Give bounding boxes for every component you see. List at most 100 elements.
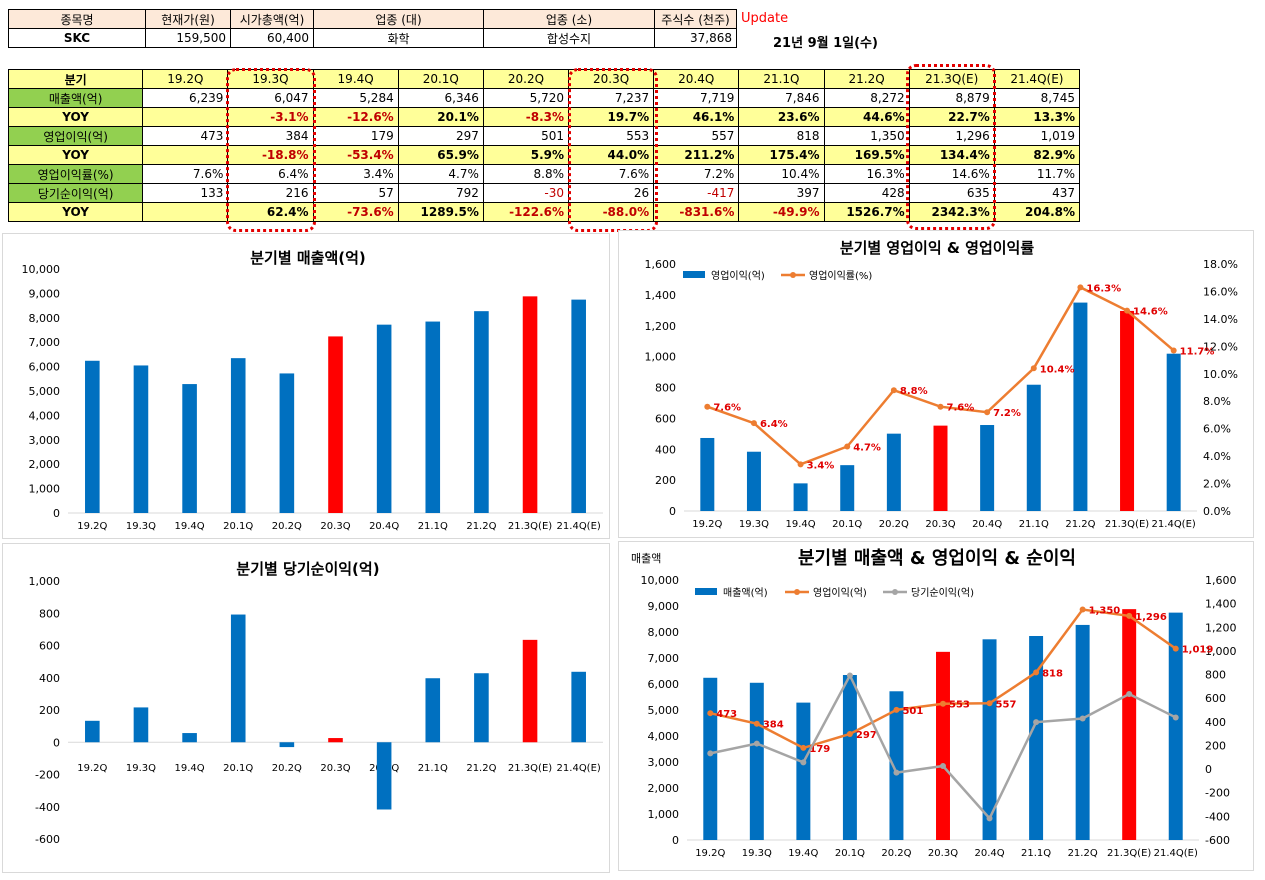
table-cell[interactable]: 134.4% — [908, 145, 995, 165]
table-cell[interactable]: 1,019 — [993, 126, 1081, 146]
table-cell[interactable]: 133 — [142, 183, 229, 203]
table-cell[interactable]: 397 — [738, 183, 825, 203]
table-cell[interactable]: 8,879 — [908, 88, 995, 108]
table-cell[interactable] — [142, 107, 229, 127]
table-cell[interactable]: -73.6% — [312, 202, 399, 222]
table-cell[interactable]: 7,846 — [738, 88, 825, 108]
table-cell[interactable]: 792 — [397, 183, 484, 203]
table-cell[interactable]: -8.3% — [482, 107, 570, 127]
table-cell[interactable]: 13.3% — [993, 107, 1081, 127]
table-cell[interactable]: -831.6% — [653, 202, 740, 222]
table-cell[interactable]: 19.7% — [568, 107, 655, 127]
table-cell[interactable]: 20.1% — [397, 107, 484, 127]
quarter-header-cell[interactable]: 21.1Q — [738, 69, 825, 89]
table-cell[interactable]: 26 — [568, 183, 655, 203]
info-header-cell[interactable]: 주식수 (천주) — [654, 9, 737, 29]
table-cell[interactable]: 175.4% — [738, 145, 825, 165]
table-cell[interactable]: -122.6% — [482, 202, 570, 222]
yoy-row: YOY 62.4% -73.6% 1289.5% -122.6% -88.0% -831.6… — [7, 202, 1081, 222]
table-cell[interactable]: 501 — [482, 126, 570, 146]
table-cell[interactable]: 44.6% — [823, 107, 910, 127]
table-cell[interactable]: 211.2% — [653, 145, 740, 165]
table-cell[interactable]: 6,346 — [397, 88, 484, 108]
table-cell[interactable]: 5,284 — [312, 88, 399, 108]
table-cell[interactable]: -49.9% — [738, 202, 825, 222]
line-point — [937, 403, 944, 410]
table-cell[interactable] — [142, 145, 229, 165]
table-cell[interactable]: 65.9% — [397, 145, 484, 165]
row-label-cell[interactable]: 영업이익(억) — [7, 126, 144, 146]
table-cell[interactable]: 5.9% — [482, 145, 570, 165]
table-cell[interactable]: 473 — [142, 126, 229, 146]
table-cell[interactable]: -53.4% — [312, 145, 399, 165]
info-value-cell[interactable]: 합성수지 — [483, 28, 655, 48]
row-label-cell[interactable]: YOY — [7, 107, 144, 127]
info-value-cell[interactable]: 159,500 — [145, 28, 231, 48]
table-cell[interactable]: 5,720 — [482, 88, 570, 108]
info-value-cell[interactable]: SKC — [8, 28, 146, 48]
row-label-cell[interactable]: 영업이익률(%) — [7, 164, 144, 184]
table-cell[interactable]: 437 — [993, 183, 1081, 203]
quarter-header-cell[interactable]: 21.3Q(E) — [908, 69, 995, 89]
table-cell[interactable]: 3.4% — [312, 164, 399, 184]
bar — [1026, 384, 1041, 511]
table-cell[interactable]: 2342.3% — [908, 202, 995, 222]
quarter-header-cell[interactable]: 20.2Q — [482, 69, 570, 89]
table-cell[interactable]: 7,719 — [653, 88, 740, 108]
row-label-cell[interactable]: 당기순이익(억) — [7, 183, 144, 203]
table-cell[interactable]: 169.5% — [823, 145, 910, 165]
table-cell[interactable]: 204.8% — [993, 202, 1081, 222]
table-cell[interactable]: 16.3% — [823, 164, 910, 184]
table-cell[interactable]: -30 — [482, 183, 570, 203]
table-cell[interactable]: -12.6% — [312, 107, 399, 127]
quarter-header-cell[interactable]: 19.2Q — [142, 69, 229, 89]
row-label-cell[interactable]: 매출액(억) — [7, 88, 144, 108]
table-cell[interactable]: 1526.7% — [823, 202, 910, 222]
info-value-cell[interactable]: 60,400 — [230, 28, 314, 48]
info-header-cell[interactable]: 시가총액(억) — [230, 9, 314, 29]
table-cell[interactable]: 8.8% — [482, 164, 570, 184]
quarter-header-cell[interactable]: 21.2Q — [823, 69, 910, 89]
table-cell[interactable]: 62.4% — [227, 202, 314, 222]
quarter-header-cell[interactable]: 19.3Q — [227, 69, 314, 89]
row-label-cell[interactable]: YOY — [7, 145, 144, 165]
info-value-cell[interactable]: 화학 — [313, 28, 484, 48]
table-cell[interactable]: 82.9% — [993, 145, 1081, 165]
table-cell[interactable]: 1289.5% — [397, 202, 484, 222]
quarter-header-cell[interactable]: 21.4Q(E) — [993, 69, 1081, 89]
table-cell[interactable]: 557 — [653, 126, 740, 146]
table-cell[interactable] — [142, 202, 229, 222]
table-cell[interactable]: -88.0% — [568, 202, 655, 222]
info-header-cell[interactable]: 종목명 — [8, 9, 146, 29]
quarter-header-cell[interactable]: 19.4Q — [312, 69, 399, 89]
table-cell[interactable]: 1,350 — [823, 126, 910, 146]
table-cell[interactable]: -18.8% — [227, 145, 314, 165]
table-cell[interactable]: 428 — [823, 183, 910, 203]
table-cell[interactable]: 7.6% — [142, 164, 229, 184]
table-cell[interactable]: 297 — [397, 126, 484, 146]
table-cell[interactable]: 23.6% — [738, 107, 825, 127]
table-cell[interactable]: 7.2% — [653, 164, 740, 184]
info-value-cell[interactable]: 37,868 — [654, 28, 737, 48]
table-cell[interactable]: 8,745 — [993, 88, 1081, 108]
table-cell[interactable]: 6.4% — [227, 164, 314, 184]
table-cell[interactable]: 6,239 — [142, 88, 229, 108]
info-header-cell[interactable]: 현재가(원) — [145, 9, 231, 29]
table-cell[interactable]: 57 — [312, 183, 399, 203]
table-cell[interactable]: 4.7% — [397, 164, 484, 184]
row-label-cell[interactable]: 분기 — [7, 69, 144, 89]
quarter-header-cell[interactable]: 20.4Q — [653, 69, 740, 89]
quarter-header-cell[interactable]: 20.1Q — [397, 69, 484, 89]
table-cell[interactable]: 818 — [738, 126, 825, 146]
table-cell[interactable]: 8,272 — [823, 88, 910, 108]
table-cell[interactable]: 179 — [312, 126, 399, 146]
table-cell[interactable]: 11.7% — [993, 164, 1081, 184]
info-header-cell[interactable]: 업종 (소) — [483, 9, 655, 29]
table-cell[interactable]: -417 — [653, 183, 740, 203]
table-cell[interactable]: 10.4% — [738, 164, 825, 184]
table-cell[interactable]: 46.1% — [653, 107, 740, 127]
table-cell[interactable]: 216 — [227, 183, 314, 203]
info-header-cell[interactable]: 업종 (대) — [313, 9, 484, 29]
row-label-cell[interactable]: YOY — [7, 202, 144, 222]
table-cell[interactable]: 553 — [568, 126, 655, 146]
